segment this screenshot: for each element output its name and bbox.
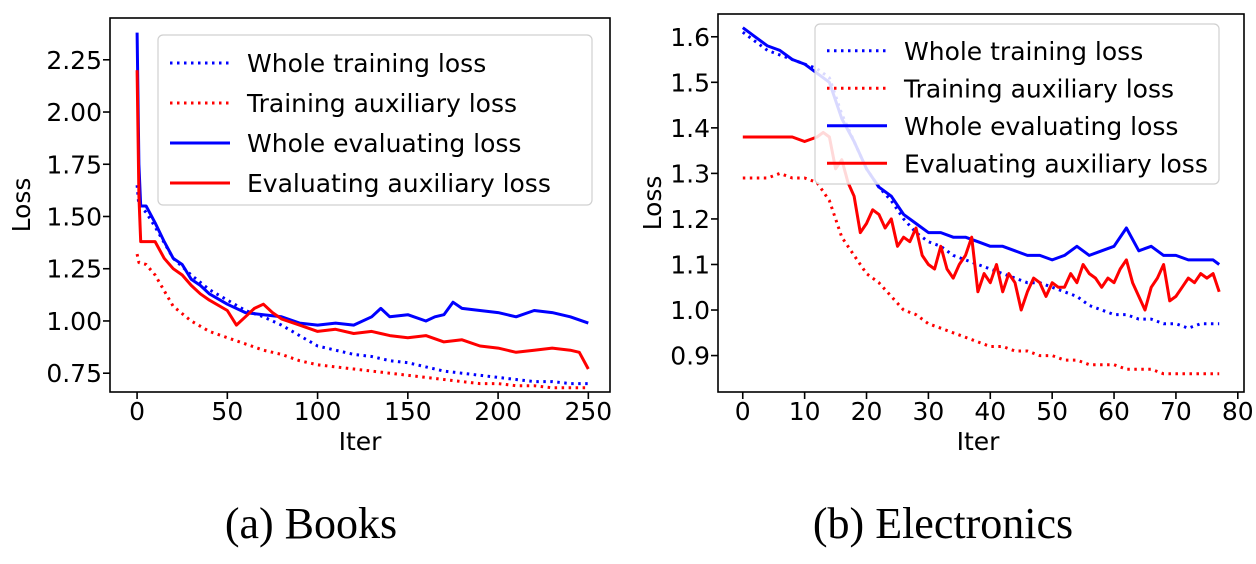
series-line-evaluating-auxiliary-loss bbox=[742, 130, 1221, 312]
chart-electronics: 0 10 20 30 40 50 60 70 80 0.9 1.0 1.1 1.2 1.3 1.4 1.5 1.… bbox=[638, 13, 1254, 548]
legend-label: Whole training loss bbox=[904, 37, 1143, 66]
y-tick-label: 1.4 bbox=[670, 114, 710, 143]
axes-frame bbox=[109, 17, 611, 393]
x-tick-label: 60 bbox=[1098, 397, 1130, 426]
x-tick-label: 150 bbox=[384, 397, 432, 426]
subfigure-caption: (a) Books bbox=[225, 499, 397, 548]
y-tick-label: 0.75 bbox=[46, 359, 102, 388]
series-line-training-auxiliary-loss bbox=[135, 253, 589, 390]
legend: Whole training loss Training auxiliary lo… bbox=[814, 23, 1220, 185]
legend-label: Training auxiliary loss bbox=[903, 74, 1174, 103]
chart-books: 0 50 100 150 200 250 0.75 1.00 1.25 1.50 1.75 2.00 2… bbox=[7, 17, 612, 548]
y-tick-label: 2.00 bbox=[46, 98, 102, 127]
y-tick-label: 1.25 bbox=[46, 255, 102, 284]
legend-label: Whole evaluating loss bbox=[904, 112, 1178, 141]
y-axis-label: Loss bbox=[7, 178, 36, 233]
x-tick-label: 100 bbox=[294, 397, 342, 426]
legend-label: Whole training loss bbox=[247, 49, 486, 78]
series-line-training-auxiliary-loss bbox=[742, 171, 1220, 376]
x-tick-label: 30 bbox=[912, 397, 944, 426]
y-tick-label: 1.2 bbox=[670, 205, 710, 234]
x-tick-label: 10 bbox=[789, 397, 821, 426]
y-tick-label: 1.00 bbox=[46, 307, 102, 336]
legend-label: Training auxiliary loss bbox=[246, 89, 517, 118]
x-tick-label: 80 bbox=[1222, 397, 1254, 426]
series-line-evaluating-auxiliary-loss bbox=[135, 70, 590, 370]
y-tick-label: 0.9 bbox=[670, 342, 710, 371]
legend-label: Evaluating auxiliary loss bbox=[247, 169, 551, 198]
x-tick-label: 250 bbox=[564, 397, 612, 426]
legend-label: Whole evaluating loss bbox=[247, 129, 521, 158]
x-tick-label: 70 bbox=[1160, 397, 1192, 426]
y-tick-label: 1.5 bbox=[670, 68, 710, 97]
x-tick-label: 50 bbox=[211, 397, 243, 426]
y-axis-label: Loss bbox=[638, 176, 667, 231]
legend-label: Evaluating auxiliary loss bbox=[904, 149, 1208, 178]
x-axis-label: Iter bbox=[339, 427, 383, 456]
legend-box bbox=[814, 23, 1220, 185]
y-tick-label: 1.3 bbox=[670, 159, 710, 188]
y-tick-label: 1.6 bbox=[670, 23, 710, 52]
series-line-whole-training-loss bbox=[135, 185, 589, 386]
y-tick-label: 1.75 bbox=[46, 150, 102, 179]
series-group bbox=[135, 32, 590, 390]
x-tick-label: 20 bbox=[851, 397, 883, 426]
y-tick-label: 1.50 bbox=[46, 202, 102, 231]
x-tick-label: 200 bbox=[474, 397, 522, 426]
x-tick-label: 0 bbox=[735, 397, 751, 426]
legend-box bbox=[157, 34, 593, 206]
x-axis-label: Iter bbox=[957, 427, 1001, 456]
axes-frame bbox=[717, 13, 1245, 393]
x-tick-label: 40 bbox=[974, 397, 1006, 426]
subfigure-caption: (b) Electronics bbox=[813, 499, 1073, 548]
y-tick-label: 1.0 bbox=[670, 296, 710, 325]
x-tick-label: 0 bbox=[129, 397, 145, 426]
legend: Whole training loss Training auxiliary lo… bbox=[157, 34, 593, 206]
series-line-whole-evaluating-loss bbox=[135, 32, 589, 327]
x-tick-label: 50 bbox=[1036, 397, 1068, 426]
series-line-whole-evaluating-loss bbox=[741, 26, 1221, 266]
y-tick-label: 1.1 bbox=[670, 250, 710, 279]
y-tick-label: 2.25 bbox=[46, 46, 102, 75]
